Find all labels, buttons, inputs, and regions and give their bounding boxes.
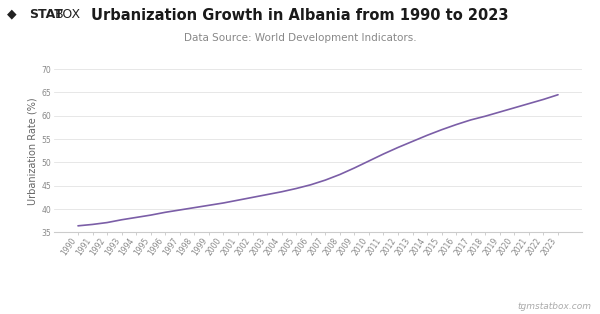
Text: Data Source: World Development Indicators.: Data Source: World Development Indicator… xyxy=(184,33,416,43)
Text: STAT: STAT xyxy=(29,8,62,21)
Text: ◆: ◆ xyxy=(7,8,17,21)
Text: Urbanization Growth in Albania from 1990 to 2023: Urbanization Growth in Albania from 1990… xyxy=(91,8,509,23)
Text: tgmstatbox.com: tgmstatbox.com xyxy=(517,302,591,311)
Text: BOX: BOX xyxy=(55,8,82,21)
Y-axis label: Urbanization Rate (%): Urbanization Rate (%) xyxy=(28,97,37,204)
